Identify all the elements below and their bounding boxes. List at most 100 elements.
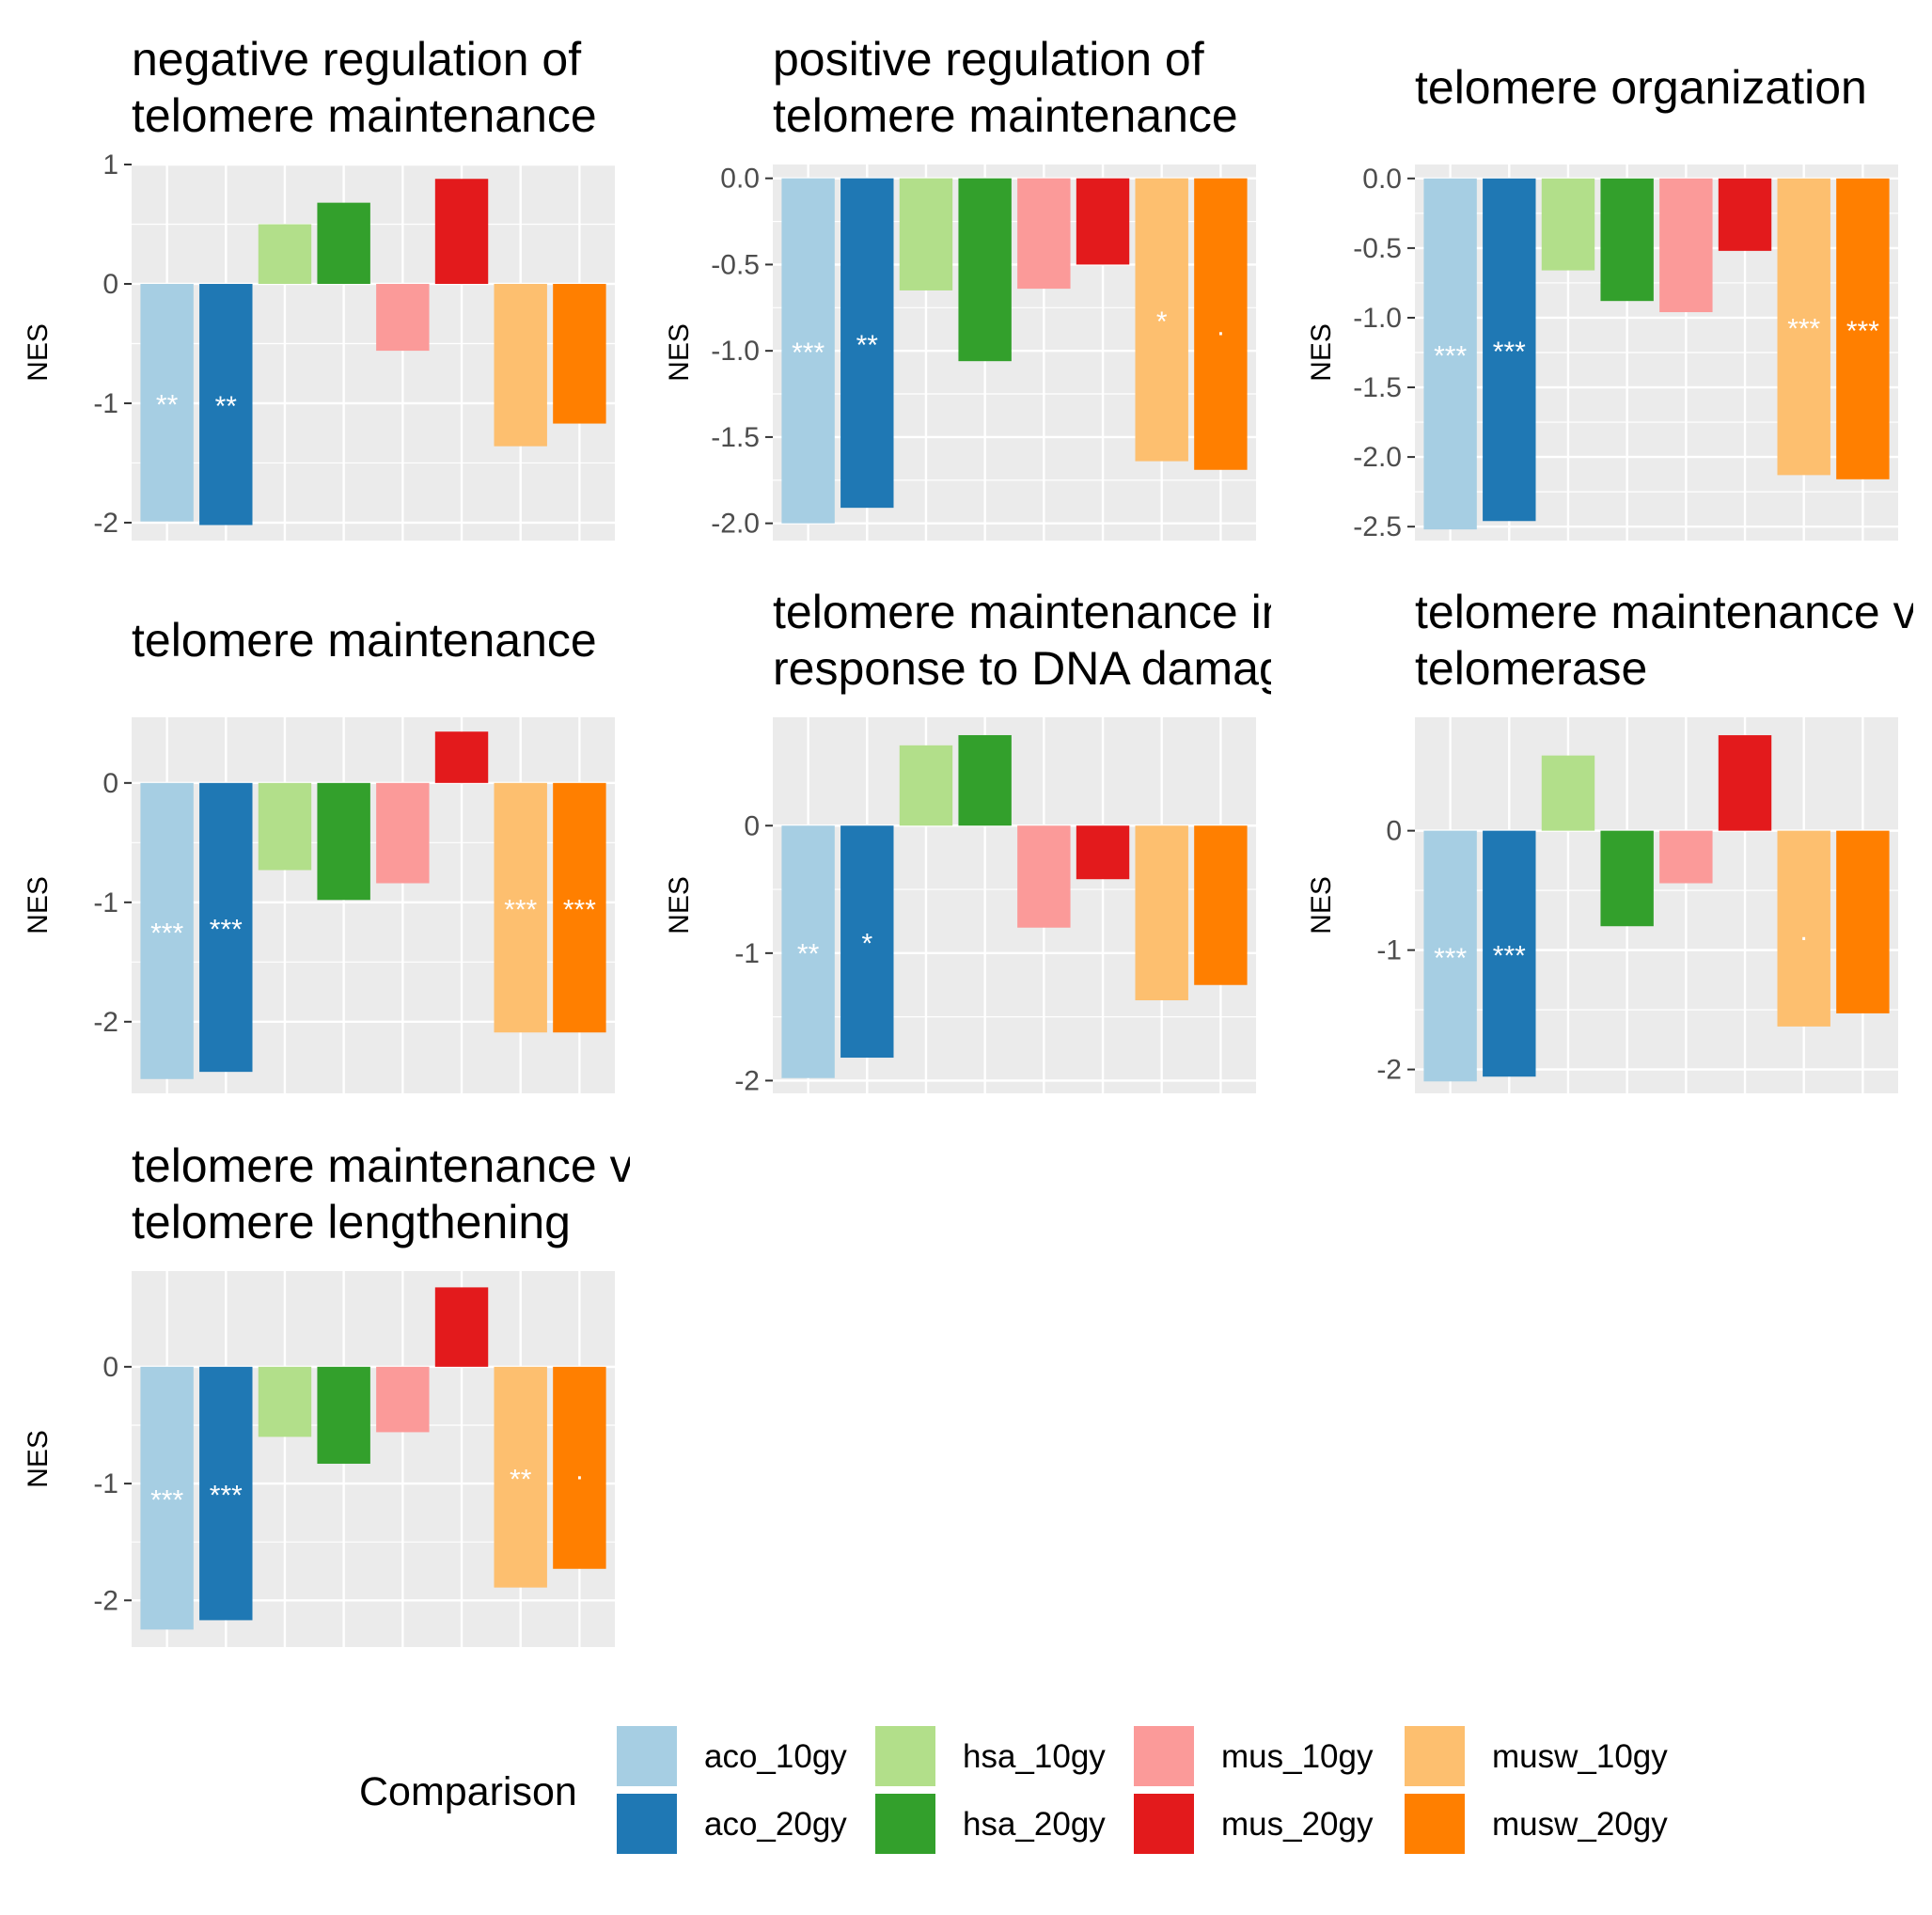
bar-aco_20gy	[1483, 178, 1536, 522]
legend-label-mus_20gy: mus_20gy	[1221, 1806, 1374, 1843]
legend-swatch-hsa_20gy	[873, 1792, 937, 1856]
y-tick-label: -0.5	[711, 249, 760, 280]
legend-label-musw_20gy: musw_20gy	[1492, 1806, 1668, 1843]
significance-label: .	[1800, 916, 1808, 947]
significance-label: ***	[1787, 314, 1820, 345]
bar-hsa_10gy	[899, 178, 953, 290]
legend-swatch-mus_20gy	[1132, 1792, 1196, 1856]
significance-label: ***	[1493, 940, 1526, 971]
significance-label: ***	[504, 895, 537, 926]
bar-musw_20gy	[1194, 825, 1248, 985]
legend-label-hsa_20gy: hsa_20gy	[963, 1806, 1106, 1843]
significance-label: .	[575, 1454, 583, 1485]
significance-label: ***	[150, 1485, 183, 1516]
legend-label-mus_10gy: mus_10gy	[1221, 1738, 1374, 1775]
bar-aco_10gy	[140, 283, 194, 522]
panel-title-line: telomere lengthening	[132, 1196, 571, 1248]
y-axis-label: NES	[23, 323, 54, 382]
significance-label: **	[856, 330, 879, 361]
legend: Comparison aco_10gy aco_20gy hsa_10gy hsa_20…	[359, 1724, 1668, 1856]
y-tick-label: 0	[744, 810, 760, 841]
bar-mus_10gy	[1017, 825, 1071, 928]
significance-label: ***	[1434, 340, 1467, 371]
facet-panel: telomere maintenance 0 -1 -2 *** *** *** *** NES	[23, 614, 615, 1093]
bar-hsa_10gy	[258, 224, 312, 284]
y-tick-label: -1.0	[711, 336, 760, 367]
bar-aco_20gy	[199, 782, 253, 1073]
bar-hsa_20gy	[958, 734, 1012, 826]
bar-mus_20gy	[1718, 735, 1772, 831]
legend-label-hsa_10gy: hsa_10gy	[963, 1738, 1106, 1775]
y-tick-label: 0	[102, 269, 118, 300]
bar-aco_10gy	[1423, 178, 1477, 530]
y-axis-label: NES	[664, 876, 695, 934]
y-tick-label: -2.0	[711, 509, 760, 540]
y-axis-label: NES	[1306, 323, 1337, 382]
legend-label-aco_20gy: aco_20gy	[704, 1806, 847, 1843]
bar-mus_10gy	[1017, 178, 1071, 290]
panel-title-line: telomerase	[1415, 642, 1647, 695]
bar-hsa_20gy	[1600, 830, 1654, 927]
bar-mus_20gy	[1718, 178, 1772, 251]
legend-swatch-musw_10gy	[1403, 1724, 1467, 1788]
bar-aco_20gy	[199, 1366, 253, 1621]
bar-mus_20gy	[434, 179, 489, 284]
y-tick-label: -1	[93, 887, 118, 918]
bar-hsa_10gy	[258, 1366, 312, 1437]
bar-mus_10gy	[376, 782, 430, 884]
bar-musw_20gy	[1194, 178, 1248, 470]
bar-musw_20gy	[553, 782, 606, 1033]
panel-title-line: telomere maintenance via	[1415, 586, 1932, 638]
significance-label: ***	[210, 914, 243, 945]
bar-aco_10gy	[781, 825, 835, 1078]
panel-title-line: positive regulation of	[773, 33, 1204, 86]
bar-aco_20gy	[1483, 830, 1536, 1077]
y-tick-label: 0	[102, 768, 118, 799]
bar-hsa_20gy	[317, 782, 370, 901]
bar-hsa_10gy	[258, 782, 312, 871]
bar-mus_20gy	[434, 1287, 489, 1367]
y-tick-label: -2	[93, 508, 118, 539]
panel-title-group: telomere maintenance	[132, 614, 597, 667]
bar-hsa_10gy	[899, 745, 953, 826]
bar-musw_20gy	[1836, 830, 1890, 1013]
y-tick-label: -2	[93, 1585, 118, 1616]
y-tick-label: 0	[1386, 816, 1402, 847]
legend-title: Comparison	[359, 1769, 577, 1814]
y-tick-label: -0.5	[1353, 233, 1402, 264]
bar-mus_10gy	[1659, 830, 1713, 884]
bar-musw_10gy	[1777, 178, 1830, 476]
bar-hsa_20gy	[317, 1366, 370, 1464]
bar-musw_10gy	[494, 283, 547, 447]
bar-aco_10gy	[1423, 830, 1477, 1082]
significance-label: ***	[1493, 337, 1526, 368]
legend-swatch-musw_20gy	[1403, 1792, 1467, 1856]
panel-title-line: telomere maintenance	[773, 89, 1238, 142]
y-tick-label: -2	[734, 1065, 760, 1096]
y-tick-label: -2	[1376, 1055, 1402, 1086]
y-tick-label: -2.5	[1353, 511, 1402, 542]
y-axis-label: NES	[23, 876, 54, 934]
significance-label: ***	[210, 1481, 243, 1512]
bar-aco_10gy	[781, 178, 835, 524]
bar-musw_10gy	[1135, 178, 1188, 462]
panel-title-line: response to DNA damage	[773, 642, 1312, 695]
significance-label: ***	[792, 337, 825, 369]
y-tick-label: -1.5	[1353, 372, 1402, 403]
bar-aco_10gy	[140, 782, 194, 1079]
y-tick-label: -1.0	[1353, 303, 1402, 334]
y-tick-label: -1	[93, 388, 118, 419]
bar-musw_20gy	[553, 283, 606, 424]
bar-hsa_20gy	[958, 178, 1012, 362]
significance-label: *	[1156, 306, 1168, 337]
bar-hsa_10gy	[1541, 178, 1595, 271]
panel-title-line: negative regulation of	[132, 33, 581, 86]
